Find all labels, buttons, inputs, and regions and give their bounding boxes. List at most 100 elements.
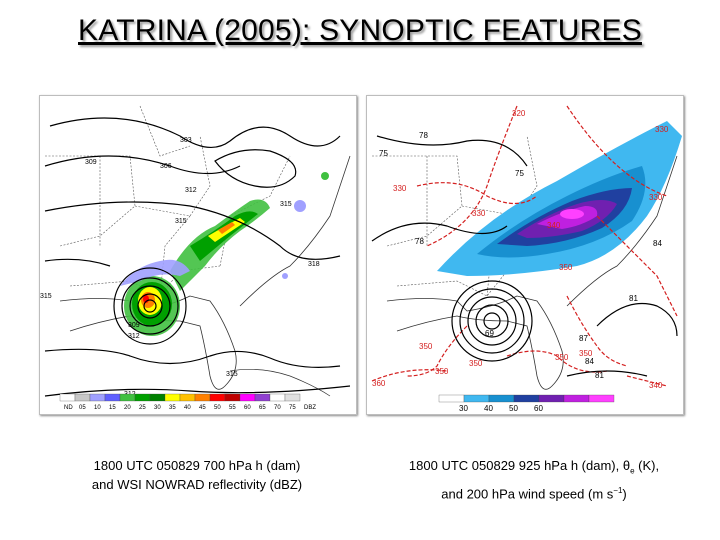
right-jet-streak — [437, 121, 682, 276]
left-colorbar-swatch — [74, 393, 91, 402]
svg-text:312: 312 — [128, 333, 140, 340]
left-colorbar-swatch — [254, 393, 271, 402]
svg-text:78: 78 — [419, 131, 428, 140]
left-colorbar-swatch — [284, 393, 301, 402]
left-colorbar-swatch — [209, 393, 226, 402]
svg-text:360: 360 — [372, 379, 386, 388]
right-colorbar-swatch — [463, 394, 490, 403]
right-colorbar-label: 40 — [484, 404, 493, 413]
left-caption-line1: 1800 UTC 050829 700 hPa h (dam) — [93, 458, 301, 473]
svg-text:306: 306 — [160, 163, 172, 170]
right-atlantic-coast — [566, 155, 678, 307]
svg-text:350: 350 — [555, 353, 569, 362]
svg-text:81: 81 — [595, 371, 604, 380]
right-height-labels: 78 75 75 78 84 81 87 69 81 84 — [379, 131, 662, 380]
left-colorbar-swatch — [194, 393, 211, 402]
left-colorbar-swatch — [224, 393, 241, 402]
left-map-panel: 303 309 306 312 315 318 315 309 312 315 … — [39, 95, 357, 415]
svg-text:330: 330 — [393, 184, 407, 193]
left-height-contours — [44, 117, 351, 397]
left-colorbar-swatch — [269, 393, 286, 402]
left-colorbar-label: 10 — [94, 405, 101, 411]
svg-text:350: 350 — [469, 359, 483, 368]
right-colorbar: 30 40 50 60 — [438, 394, 615, 413]
left-colorbar-label: ND — [64, 405, 73, 411]
svg-text:75: 75 — [379, 149, 388, 158]
svg-text:312: 312 — [185, 187, 197, 194]
right-theta-contours — [371, 105, 678, 387]
left-caption: 1800 UTC 050829 700 hPa h (dam) and WSI … — [39, 456, 355, 494]
left-colorbar-label: 25 — [139, 405, 146, 411]
svg-text:309: 309 — [128, 322, 140, 329]
svg-text:309: 309 — [85, 159, 97, 166]
svg-text:330: 330 — [472, 209, 486, 218]
svg-text:315: 315 — [280, 201, 292, 208]
left-colorbar-label: 55 — [229, 405, 236, 411]
left-colorbar-swatch — [89, 393, 106, 402]
left-colorbar-label: 30 — [154, 405, 161, 411]
left-colorbar-label: 35 — [169, 405, 176, 411]
left-colorbar-swatch — [104, 393, 121, 402]
right-caption-line2: and 200 hPa wind speed (m s−1) — [441, 485, 627, 501]
right-colorbar-swatch — [588, 394, 615, 403]
svg-text:330: 330 — [649, 193, 663, 202]
left-colorbar-swatch — [179, 393, 196, 402]
left-colorbar-label: 60 — [244, 405, 251, 411]
svg-text:320: 320 — [512, 109, 526, 118]
svg-text:69: 69 — [485, 329, 494, 338]
left-colorbar-swatch — [59, 393, 76, 402]
left-colorbar-label: 75 — [289, 405, 296, 411]
left-colorbar-swatch — [164, 393, 181, 402]
right-colorbar-label: 50 — [509, 404, 518, 413]
svg-text:87: 87 — [579, 334, 588, 343]
right-colorbar-swatch — [513, 394, 540, 403]
svg-text:303: 303 — [180, 137, 192, 144]
left-cuba — [229, 369, 331, 397]
right-height-contours — [371, 135, 678, 377]
left-atlantic-coast — [239, 155, 351, 307]
svg-text:84: 84 — [585, 357, 594, 366]
left-colorbar-label: 45 — [199, 405, 206, 411]
left-colorbar-label: 20 — [124, 405, 131, 411]
left-colorbar-swatch — [239, 393, 256, 402]
svg-text:315: 315 — [40, 293, 52, 300]
left-colorbar-label: 05 — [79, 405, 86, 411]
left-colorbar-label: 50 — [214, 405, 221, 411]
svg-text:340: 340 — [649, 381, 663, 390]
left-colorbar-label: 40 — [184, 405, 191, 411]
right-caption: 1800 UTC 050829 925 hPa h (dam), θe (K),… — [366, 456, 702, 503]
left-colorbar-label: 65 — [259, 405, 266, 411]
left-colorbar-label: DBZ — [304, 405, 316, 411]
right-colorbar-swatch — [488, 394, 515, 403]
svg-text:350: 350 — [435, 367, 449, 376]
left-colorbar-label: 70 — [274, 405, 281, 411]
svg-text:84: 84 — [653, 239, 662, 248]
right-colorbar-swatch — [563, 394, 590, 403]
left-radar-map: 303 309 306 312 315 318 315 309 312 315 … — [40, 96, 356, 414]
svg-text:315: 315 — [175, 218, 187, 225]
right-colorbar-label: 30 — [459, 404, 468, 413]
left-colorbar-swatch — [149, 393, 166, 402]
right-caption-line1: 1800 UTC 050829 925 hPa h (dam), θe (K), — [408, 458, 660, 476]
right-colorbar-swatch — [438, 394, 465, 403]
right-colorbar-swatch — [538, 394, 565, 403]
svg-text:78: 78 — [415, 237, 424, 246]
svg-text:350: 350 — [579, 349, 593, 358]
svg-text:340: 340 — [547, 221, 561, 230]
left-colorbar-swatch — [134, 393, 151, 402]
right-colorbar-label: 60 — [534, 404, 543, 413]
right-gulf-coast — [386, 295, 564, 390]
svg-text:330: 330 — [655, 125, 669, 134]
right-map-panel: 320 330 330 330 330 330 340 340 350 350 … — [366, 95, 684, 415]
left-colorbar: ND 05 10 15 20 25 30 35 40 45 50 55 60 65 70 75 DBZ — [59, 393, 316, 411]
left-caption-line2: and WSI NOWRAD reflectivity (dBZ) — [91, 477, 303, 492]
svg-text:81: 81 — [629, 294, 638, 303]
svg-text:318: 318 — [308, 261, 320, 268]
left-colorbar-label: 15 — [109, 405, 116, 411]
right-theta-labels: 320 330 330 330 330 330 340 340 350 350 … — [372, 109, 669, 390]
left-colorbar-swatch — [119, 393, 136, 402]
svg-text:350: 350 — [559, 263, 573, 272]
svg-text:350: 350 — [419, 342, 433, 351]
svg-text:75: 75 — [515, 169, 524, 178]
slide-title: KATRINA (2005): SYNOPTIC FEATURES — [78, 14, 642, 47]
